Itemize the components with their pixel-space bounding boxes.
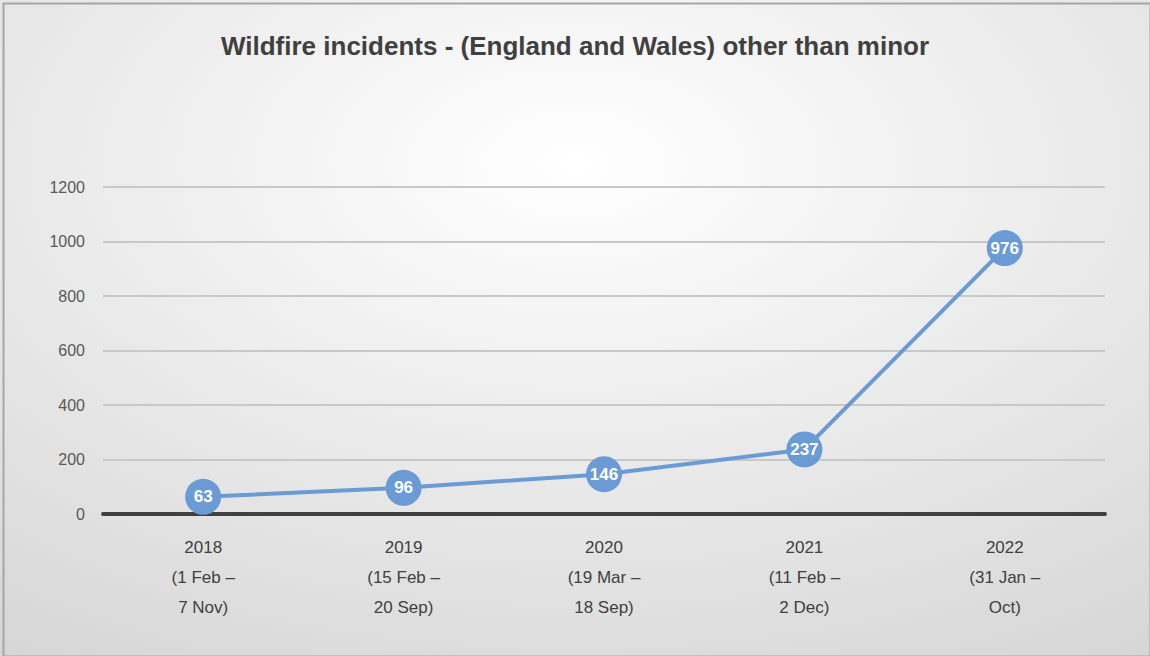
svg-text:(31 Jan –: (31 Jan – (969, 568, 1040, 587)
svg-text:18 Sep): 18 Sep) (574, 598, 634, 617)
svg-text:2021: 2021 (785, 538, 823, 557)
svg-text:800: 800 (58, 288, 85, 305)
svg-text:2020: 2020 (585, 538, 623, 557)
svg-text:2022: 2022 (986, 538, 1024, 557)
svg-text:600: 600 (58, 342, 85, 359)
svg-text:1000: 1000 (49, 233, 85, 250)
svg-text:2 Dec): 2 Dec) (779, 598, 829, 617)
svg-text:1200: 1200 (49, 179, 85, 196)
svg-text:237: 237 (790, 440, 818, 459)
svg-text:Wildfire incidents - (England: Wildfire incidents - (England and Wales)… (221, 31, 929, 61)
svg-text:2019: 2019 (385, 538, 423, 557)
svg-text:146: 146 (590, 465, 618, 484)
svg-text:Oct): Oct) (989, 598, 1021, 617)
svg-text:400: 400 (58, 397, 85, 414)
svg-text:(19 Mar –: (19 Mar – (568, 568, 641, 587)
svg-text:(11 Feb –: (11 Feb – (769, 568, 841, 587)
svg-text:0: 0 (76, 506, 85, 523)
svg-text:2018: 2018 (184, 538, 222, 557)
svg-text:976: 976 (991, 239, 1019, 258)
svg-text:(15 Feb –: (15 Feb – (367, 568, 440, 587)
svg-text:96: 96 (394, 478, 413, 497)
svg-text:20 Sep): 20 Sep) (374, 598, 434, 617)
svg-text:200: 200 (58, 451, 85, 468)
svg-text:7 Nov): 7 Nov) (178, 598, 228, 617)
svg-text:63: 63 (194, 487, 213, 506)
svg-text:(1 Feb –: (1 Feb – (172, 568, 236, 587)
